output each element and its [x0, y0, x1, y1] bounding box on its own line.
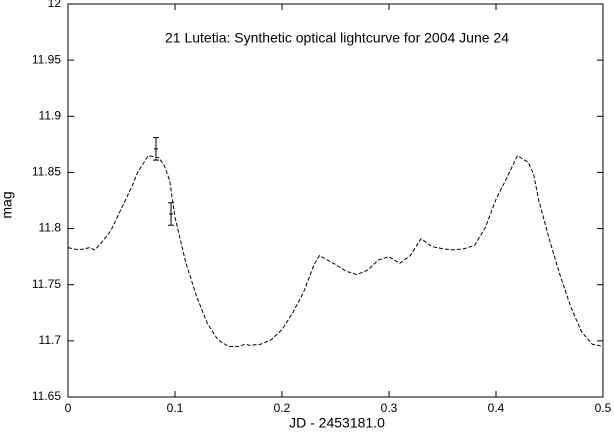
lightcurve	[67, 154, 604, 347]
x-tick-label: 0.2	[274, 401, 291, 415]
x-tick-label: 0.1	[167, 401, 184, 415]
y-tick-label: 11.9	[39, 108, 62, 122]
chart-title: 21 Lutetia: Synthetic optical lightcurve…	[165, 30, 509, 46]
y-tick-label: 11.7	[39, 333, 62, 347]
x-axis-title: JD - 2453181.0	[289, 415, 385, 431]
x-tick-label: 0.5	[595, 401, 612, 415]
x-tick-label: 0.4	[488, 401, 505, 415]
y-tick-label: 11.75	[32, 277, 61, 291]
x-tick-label: 0.3	[381, 401, 398, 415]
y-tick-label: 11.65	[32, 389, 61, 403]
y-axis-title: mag	[0, 191, 15, 218]
x-tick-label: 0	[65, 401, 72, 415]
y-tick-label: 11.85	[32, 165, 61, 179]
y-tick-label: 11.95	[32, 52, 61, 66]
plot-frame	[67, 3, 604, 398]
y-tick-label: 11.8	[39, 221, 62, 235]
error-bar	[152, 137, 159, 161]
y-tick-label: 12	[48, 0, 62, 10]
error-bar	[168, 202, 175, 226]
